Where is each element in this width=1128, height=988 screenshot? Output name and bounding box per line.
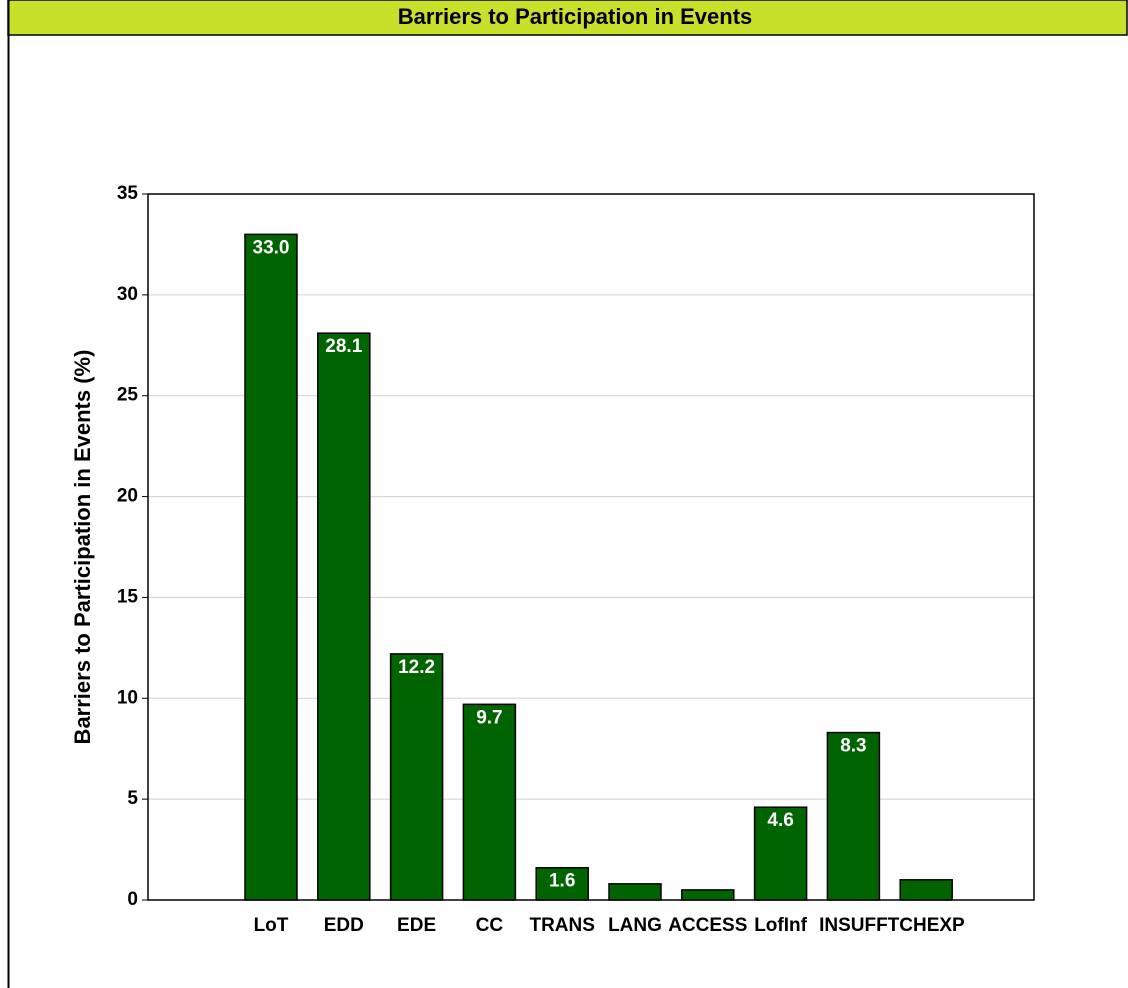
bar: [608, 883, 662, 901]
x-tick-label: ACCESS: [668, 915, 747, 936]
data-label: 28.1: [325, 336, 362, 357]
data-label: 4.6: [767, 810, 793, 831]
bar: [462, 703, 517, 901]
plot-frame: [147, 193, 1035, 901]
bar: [244, 233, 298, 901]
x-tick-label: EDD: [324, 915, 364, 936]
bar: [535, 866, 589, 901]
bar: [753, 806, 808, 901]
bar: [899, 879, 953, 901]
x-tick-label: TRANS: [529, 915, 594, 936]
data-label: 9.7: [476, 707, 502, 728]
bar: [681, 889, 735, 901]
y-tick-label: 10: [117, 687, 138, 708]
x-tick-label: EDE: [397, 915, 436, 936]
bar: [317, 332, 371, 901]
data-label: 33.0: [253, 237, 290, 258]
x-tick-label: INSUFF: [819, 915, 888, 936]
bar: [826, 731, 881, 901]
x-tick-label: TCHEXP: [888, 915, 965, 936]
bar: [389, 653, 444, 901]
y-tick-label: 5: [127, 788, 138, 809]
y-axis-label: Barriers to Participation in Events (%): [70, 350, 95, 745]
data-label: 1.6: [549, 871, 575, 892]
chart-title: Barriers to Participation in Events: [398, 4, 753, 29]
y-tick-label: 30: [117, 284, 138, 305]
x-tick-label: CC: [476, 915, 504, 936]
y-tick-label: 35: [117, 183, 139, 204]
data-label: 8.3: [840, 736, 866, 757]
x-tick-label: LoT: [254, 915, 289, 936]
data-label: 12.2: [398, 657, 435, 678]
y-tick-label: 20: [117, 486, 138, 507]
x-tick-label: LofInf: [754, 915, 807, 936]
y-tick-label: 0: [127, 889, 138, 910]
y-tick-label: 15: [117, 586, 139, 607]
y-tick-label: 25: [117, 385, 139, 406]
x-tick-label: LANG: [608, 915, 662, 936]
